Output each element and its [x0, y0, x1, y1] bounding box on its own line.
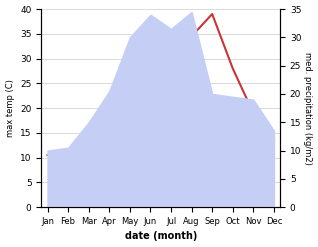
Y-axis label: max temp (C): max temp (C) [5, 79, 15, 137]
X-axis label: date (month): date (month) [125, 231, 197, 242]
Y-axis label: med. precipitation (kg/m2): med. precipitation (kg/m2) [303, 52, 313, 165]
